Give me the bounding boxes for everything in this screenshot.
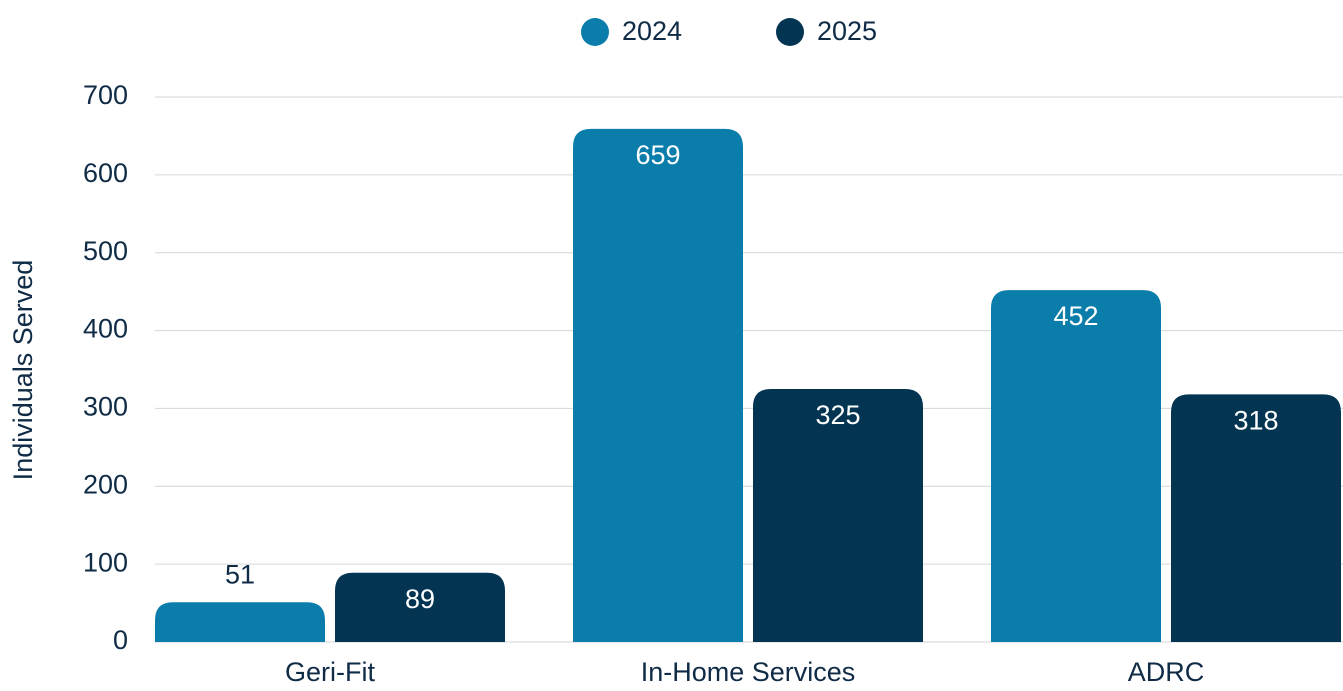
x-tick-label: In-Home Services <box>641 657 856 687</box>
bar <box>991 290 1161 642</box>
y-tick-label: 0 <box>113 625 128 655</box>
value-label: 51 <box>225 559 255 589</box>
y-tick-label: 500 <box>83 236 128 266</box>
bar <box>573 128 743 642</box>
value-label: 659 <box>635 140 680 170</box>
value-label: 452 <box>1053 301 1098 331</box>
y-tick-label: 400 <box>83 314 128 344</box>
legend-swatch <box>776 18 804 46</box>
y-tick-label: 600 <box>83 158 128 188</box>
x-tick-label: Geri-Fit <box>285 657 375 687</box>
y-tick-label: 100 <box>83 547 128 577</box>
bar <box>1171 394 1341 642</box>
bar <box>155 602 325 642</box>
value-label: 325 <box>815 400 860 430</box>
x-tick-label: ADRC <box>1128 657 1205 687</box>
legend-label: 2024 <box>622 16 682 46</box>
value-label: 318 <box>1233 406 1278 436</box>
y-tick-label: 700 <box>83 80 128 110</box>
legend-label: 2025 <box>817 16 877 46</box>
y-tick-label: 300 <box>83 392 128 422</box>
bar <box>753 388 923 642</box>
value-label: 89 <box>405 584 435 614</box>
y-tick-label: 200 <box>83 469 128 499</box>
legend-swatch <box>581 18 609 46</box>
y-axis-label: Individuals Served <box>8 260 38 481</box>
bar <box>335 572 505 642</box>
